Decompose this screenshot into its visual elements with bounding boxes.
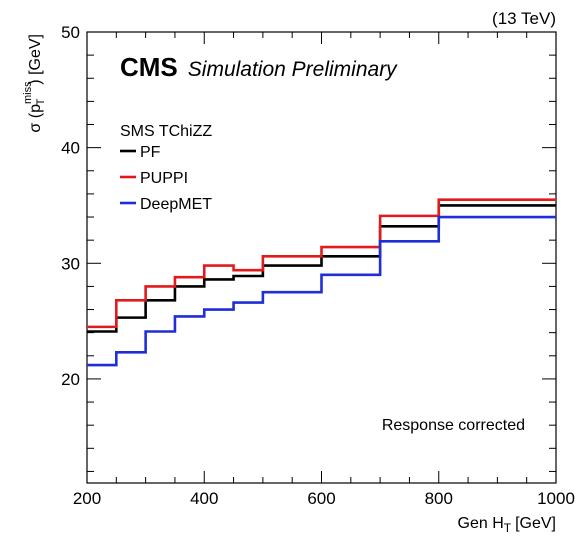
annotation: Response corrected <box>382 417 525 434</box>
x-axis-label: Gen HT [GeV] <box>458 515 557 535</box>
series-layer <box>87 198 556 367</box>
experiment-suffix: Simulation Preliminary <box>188 58 398 81</box>
x-tick-label: 400 <box>190 489 218 508</box>
experiment-label: CMS Simulation Preliminary <box>120 52 398 82</box>
y-axis-label-suffix: ) [GeV] <box>27 34 44 85</box>
x-axis-label-main: Gen H <box>458 515 504 532</box>
x-tick-label: 800 <box>425 489 453 508</box>
series-line-puppi <box>87 198 556 329</box>
y-tick-label: 50 <box>61 23 80 42</box>
legend-label-puppi: PUPPI <box>140 170 188 187</box>
series-line-deepmet <box>87 215 556 367</box>
x-tick-label: 600 <box>307 489 335 508</box>
y-tick-label: 30 <box>61 254 80 273</box>
y-axis-label-sup: miss <box>22 81 34 104</box>
legend-label-deepmet: DeepMET <box>140 196 212 213</box>
axis-ticks: 200 400 600 800 1000 20 30 40 50 <box>61 23 575 508</box>
legend-label-pf: PF <box>140 144 161 161</box>
experiment-name: CMS <box>120 52 178 82</box>
legend: PF PUPPI DeepMET <box>120 144 212 213</box>
x-tick-label: 1000 <box>537 489 575 508</box>
x-axis-label-unit: [GeV] <box>515 515 556 532</box>
x-axis-label-sub: T <box>504 521 512 535</box>
series-line-pf <box>87 204 556 333</box>
y-tick-label: 20 <box>61 370 80 389</box>
y-axis-label: σ (pmissT ) [GeV] <box>22 34 47 133</box>
energy-label: (13 TeV) <box>492 9 556 28</box>
legend-header: SMS TChiZZ <box>120 123 212 140</box>
y-axis-label-prefix: σ (p <box>27 104 44 133</box>
x-tick-label: 200 <box>73 489 101 508</box>
y-axis-label-sub: T <box>35 98 47 105</box>
y-tick-label: 40 <box>61 139 80 158</box>
